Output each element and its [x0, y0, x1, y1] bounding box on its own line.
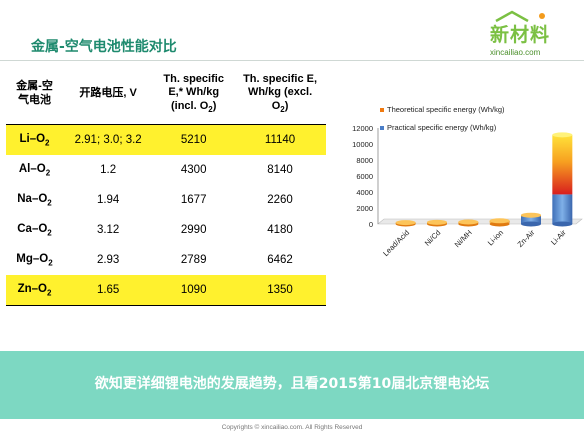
header-excl-o2: Th. specific E, Wh/kg (excl. O2) — [234, 64, 326, 125]
x-tick-label: Li-ion — [486, 228, 505, 247]
bar-base-cap — [552, 221, 573, 227]
cell-voltage: 2.91; 3.0; 3.2 — [63, 124, 154, 155]
logo-wordmark: 新材料 — [490, 24, 551, 46]
y-tick-label: 10000 — [352, 140, 373, 149]
cell-energy-excl: 1350 — [234, 275, 326, 306]
cell-energy-incl: 1677 — [180, 194, 207, 206]
bar-top-cap — [489, 218, 510, 224]
table-row: Mg–O2 2.93 2789 6462 — [6, 245, 326, 275]
logo-domain: xincailiao.com — [490, 48, 541, 57]
legend-swatch — [380, 126, 384, 130]
cell-voltage: 2.93 — [96, 254, 120, 266]
cell-energy-incl: 2990 — [180, 224, 207, 236]
bar-base-cap — [521, 221, 541, 227]
cell-voltage: 1.94 — [96, 194, 120, 206]
cell-energy-incl: 1090 — [153, 275, 235, 306]
cell-energy-excl: 6462 — [267, 254, 293, 266]
header-battery-label: 金属-空 气电池 — [16, 80, 53, 106]
bar-theoretical — [552, 134, 573, 195]
page-title: 金属-空气电池性能对比 — [31, 39, 177, 55]
cell-energy-excl: 8140 — [267, 164, 293, 176]
x-tick-label: Ni/Cd — [423, 228, 443, 248]
specific-energy-chart: 0 2000 4000 6000 8000 10000 12000 Theoretical s… — [352, 105, 583, 258]
cell-voltage: 1.2 — [100, 164, 117, 176]
header-battery: 金属-空 气电池 — [6, 64, 63, 125]
y-tick-label: 2000 — [356, 204, 373, 213]
legend-label: Practical specific energy (Wh/kg) — [387, 123, 497, 132]
site-logo[interactable]: 新材料 xincailiao.com — [490, 10, 570, 58]
x-tick-label: Li-Air — [549, 228, 568, 247]
header-incl-o2: Th. specific E,* Wh/kg (incl. O2) — [153, 64, 235, 125]
legend-label: Theoretical specific energy (Wh/kg) — [387, 105, 505, 114]
table-row: Al–O2 1.2 4300 8140 — [6, 155, 326, 185]
cell-battery: Ca–O2 — [17, 222, 52, 238]
cell-energy-incl: 4300 — [180, 164, 207, 176]
x-tick-label: Lead/Acid — [381, 228, 411, 258]
roof-icon — [495, 10, 545, 22]
x-tick-label: Ni/MH — [453, 228, 474, 249]
cell-voltage: 1.65 — [63, 275, 154, 306]
bar-top-cap — [458, 219, 479, 225]
y-tick-label: 6000 — [356, 172, 373, 181]
table-row: Na–O2 1.94 1677 2260 — [6, 185, 326, 215]
legend-swatch — [380, 108, 384, 112]
table-row: Li–O2 2.91; 3.0; 3.2 5210 11140 — [6, 124, 326, 155]
cell-voltage: 3.12 — [96, 224, 120, 236]
y-tick-label: 12000 — [352, 124, 373, 133]
promo-banner-text[interactable]: 欲知更详细锂电池的发展趋势，且看2015第10届北京锂电论坛 — [94, 376, 490, 392]
bar-top-cap — [427, 219, 447, 225]
bar-top-cap — [552, 132, 573, 138]
table-header-row: 金属-空 气电池 开路电压, V Th. specific E,* Wh/kg (in… — [6, 64, 326, 125]
y-tick-label: 0 — [369, 220, 373, 229]
y-tick-label: 4000 — [356, 188, 373, 197]
y-tick-label: 8000 — [356, 156, 373, 165]
cell-battery: Zn–O2 — [6, 275, 63, 306]
cell-battery: Al–O2 — [18, 162, 51, 178]
bar-practical — [521, 216, 541, 224]
table-row: Ca–O2 3.12 2990 4180 — [6, 215, 326, 245]
bar-top-cap — [521, 212, 541, 218]
promo-banner[interactable] — [0, 351, 584, 419]
cell-energy-excl: 4180 — [267, 224, 293, 236]
cell-energy-excl: 11140 — [234, 124, 326, 155]
copyright-footer: Copyrights © xincailiao.com. All Rights … — [221, 424, 363, 431]
metal-air-comparison-table: 金属-空 气电池 开路电压, V Th. specific E,* Wh/kg (in… — [6, 64, 326, 306]
bar-practical — [552, 194, 573, 224]
cell-battery: Li–O2 — [6, 124, 63, 155]
bar-top-cap — [395, 220, 416, 226]
cell-battery: Mg–O2 — [16, 252, 53, 268]
cell-battery: Na–O2 — [17, 192, 52, 208]
x-tick-label: Zn-Air — [516, 228, 537, 249]
cell-energy-excl: 2260 — [267, 194, 293, 206]
cell-energy-incl: 2789 — [180, 254, 207, 266]
table-row: Zn–O2 1.65 1090 1350 — [6, 275, 326, 306]
title-divider — [0, 60, 584, 61]
header-voltage: 开路电压, V — [63, 64, 154, 125]
cell-energy-incl: 5210 — [153, 124, 235, 155]
